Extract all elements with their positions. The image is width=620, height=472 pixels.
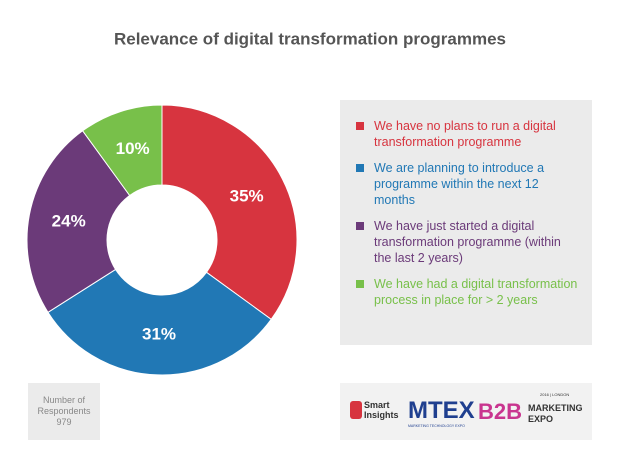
respondents-value: 979 [56,417,72,427]
legend-item: We are planning to introduce a programme… [356,160,578,208]
logo-text: MARKETING EXPO [528,403,583,424]
logo-icon [350,401,362,419]
logos: Smart Insights MTEX MARKETING TECHNOLOGY… [340,383,592,440]
legend-label: We have no plans to run a digital transf… [374,119,556,149]
respondents-label: Number of Respondents [37,395,91,416]
legend-label: We are planning to introduce a programme… [374,161,545,207]
logo-text: Smart Insights [364,400,399,420]
chart-title: Relevance of digital transformation prog… [114,29,506,48]
legend-item: We have had a digital transformation pro… [356,276,578,308]
slice [81,104,163,197]
legend-item: We have just started a digital transform… [356,218,578,266]
legend-label: We have just started a digital transform… [374,219,561,265]
logo-text: MTEX [408,397,475,424]
legend-swatch [356,222,364,230]
slice [47,268,272,376]
legend: We have no plans to run a digital transf… [340,100,592,345]
slice [161,104,298,321]
value-label: 24% [52,212,86,231]
value-label: 31% [142,324,176,343]
logo-text: MARKETING TECHNOLOGY EXPO [408,424,465,428]
legend-swatch [356,122,364,130]
legend-item: We have no plans to run a digital transf… [356,118,578,150]
legend-label: We have had a digital transformation pro… [374,277,578,307]
respondents-box: Number of Respondents 979 [28,383,100,440]
legend-swatch [356,280,364,288]
logo-text: 2016 | LONDON [540,392,570,397]
legend-swatch [356,164,364,172]
slice [26,130,131,314]
value-label: 35% [230,186,264,205]
value-label: 10% [116,139,150,158]
logo-text: B2B [478,399,523,424]
